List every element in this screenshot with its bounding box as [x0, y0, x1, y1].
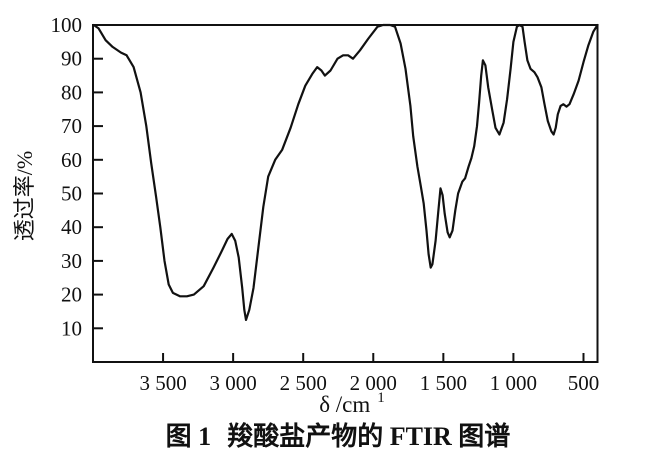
x-tick-label: 500	[568, 371, 600, 395]
y-tick-label: 20	[61, 283, 82, 307]
y-tick-label: 90	[61, 47, 82, 71]
x-axis-label: δ /cm 1	[319, 390, 385, 417]
plot-border	[92, 24, 599, 363]
y-tick-label: 40	[61, 215, 82, 239]
x-axis-label-base: δ /cm	[319, 392, 370, 417]
y-tick-label: 60	[61, 148, 82, 172]
x-axis-label-superscript: 1	[377, 390, 385, 406]
x-tick-label: 1 500	[420, 371, 467, 395]
x-tick-label: 1 000	[490, 371, 537, 395]
x-tick-label: 3 500	[139, 371, 186, 395]
figure-caption-number: 图 1	[166, 422, 212, 451]
y-tick-label: 100	[51, 13, 83, 37]
x-tick-label: 2 000	[350, 371, 397, 395]
y-tick-label: 80	[61, 80, 82, 104]
y-tick-label: 70	[61, 114, 82, 138]
x-tick-label: 3 000	[210, 371, 257, 395]
figure-caption: 图 1 羧酸盐产物的 FTIR 图谱	[166, 421, 511, 451]
y-tick-label: 10	[61, 316, 82, 340]
plot-area: 100 90 80 70 60 50 40 30 20 10 3 500 3 000 2 500 2 00…	[51, 13, 600, 395]
y-tick-label: 30	[61, 249, 82, 273]
x-tick-label: 2 500	[280, 371, 327, 395]
y-tick-label: 50	[61, 182, 82, 206]
spectrum-curve	[92, 23, 599, 321]
y-axis-label: 透过率/%	[12, 151, 37, 241]
figure-caption-title: 羧酸盐产物的 FTIR 图谱	[227, 421, 510, 451]
